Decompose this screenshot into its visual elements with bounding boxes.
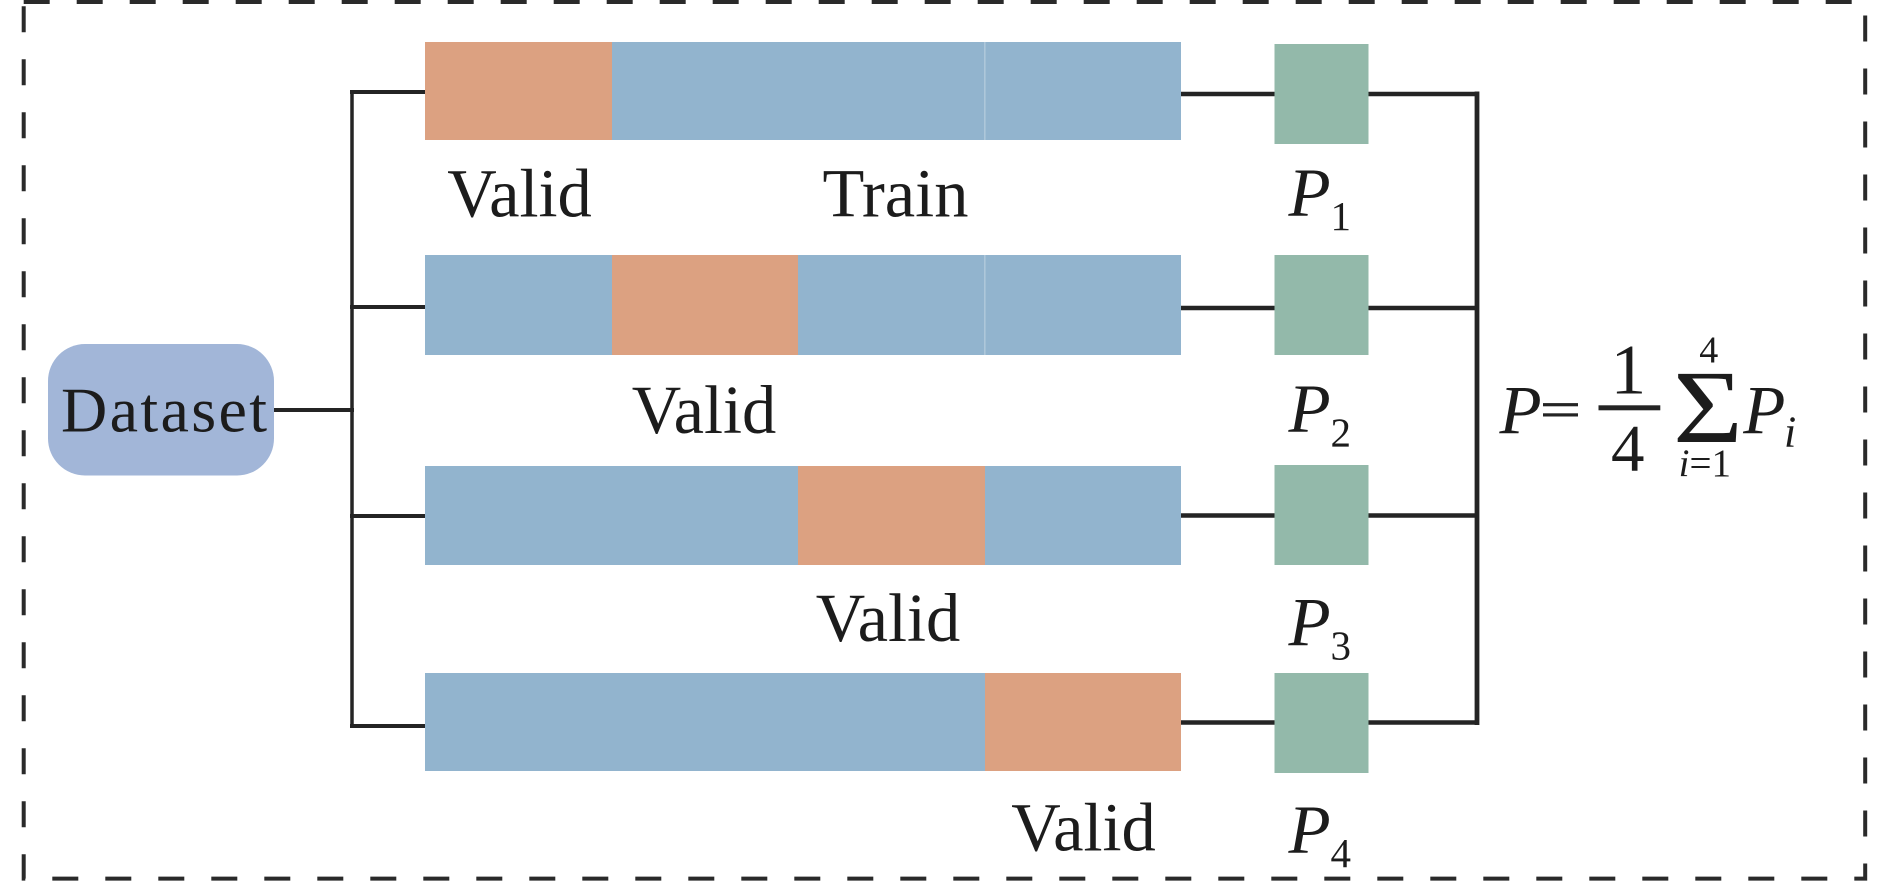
svg-text:P: P [1288,371,1331,447]
svg-text:i: i [1784,408,1796,457]
svg-text:4: 4 [1611,411,1645,485]
svg-text:P: P [1288,584,1331,660]
svg-text:4: 4 [1331,830,1352,876]
svg-text:Valid: Valid [1011,790,1156,866]
svg-text:3: 3 [1331,623,1352,669]
svg-text:Valid: Valid [816,580,961,656]
svg-text:Valid: Valid [632,372,777,448]
svg-text:1: 1 [1331,193,1352,239]
svg-text:P: P [1742,372,1785,448]
svg-text:P: P [1288,155,1331,231]
svg-text:1: 1 [1611,331,1647,409]
svg-text:P: P [1288,792,1331,868]
svg-text:P: P [1499,372,1542,448]
svg-text:i=1: i=1 [1679,442,1731,485]
svg-text:Dataset: Dataset [61,375,267,446]
svg-text:Train: Train [823,156,969,232]
svg-text:Σ: Σ [1673,351,1743,466]
svg-text:2: 2 [1331,409,1352,455]
svg-text:Valid: Valid [447,156,592,232]
svg-text:4: 4 [1699,329,1718,371]
